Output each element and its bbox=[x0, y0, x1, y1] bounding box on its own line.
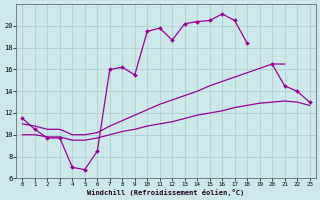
X-axis label: Windchill (Refroidissement éolien,°C): Windchill (Refroidissement éolien,°C) bbox=[87, 189, 244, 196]
